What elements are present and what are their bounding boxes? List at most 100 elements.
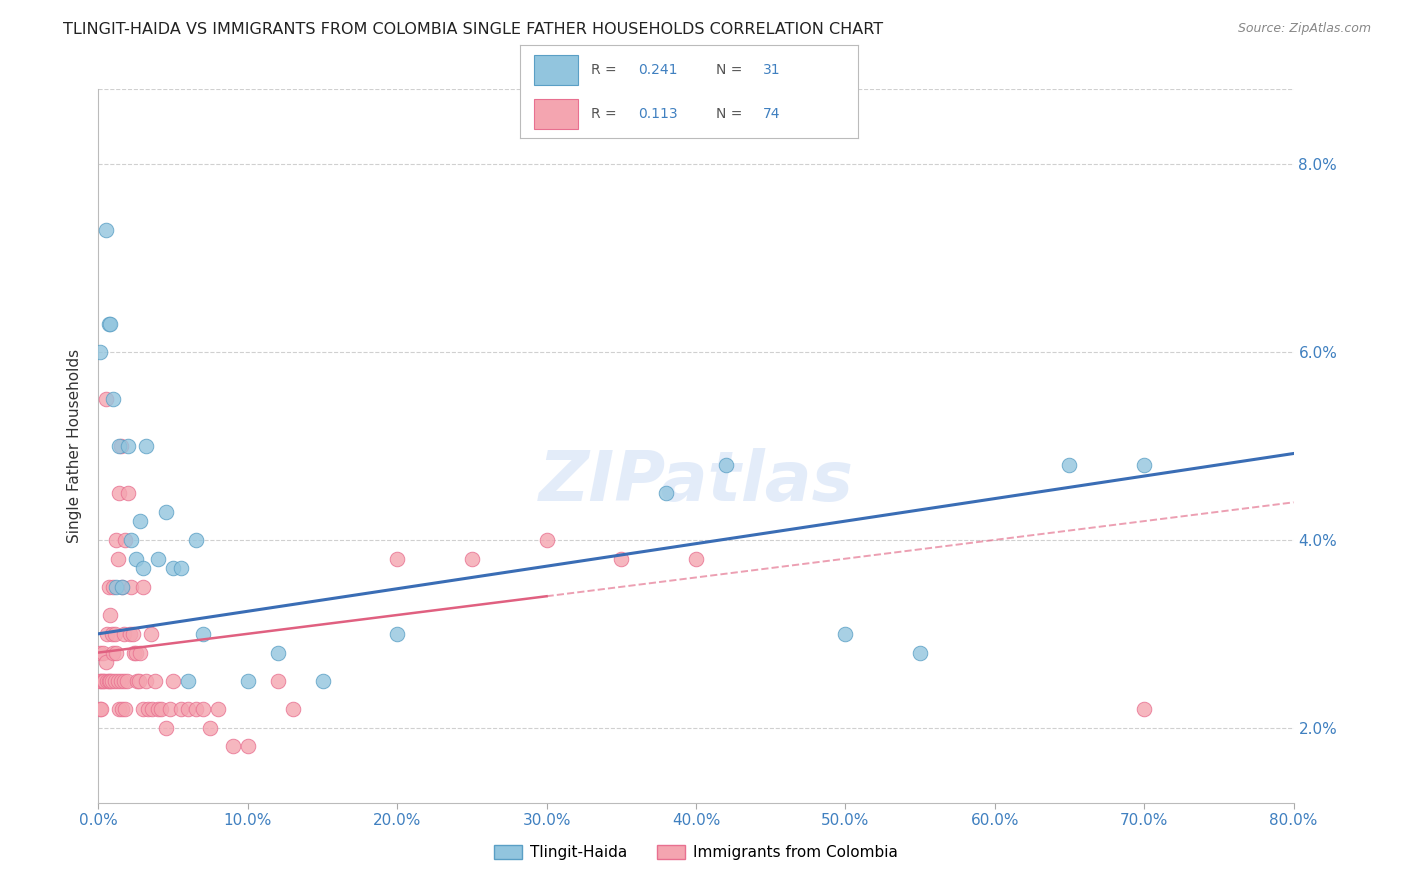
Tlingit-Haida bbox=[908, 646, 931, 660]
Immigrants from Colombia bbox=[207, 702, 229, 716]
Immigrants from Colombia bbox=[105, 533, 128, 547]
Immigrants from Colombia bbox=[141, 702, 163, 716]
Text: N =: N = bbox=[716, 107, 747, 121]
Immigrants from Colombia bbox=[89, 673, 111, 688]
Tlingit-Haida bbox=[97, 317, 120, 331]
Tlingit-Haida bbox=[834, 627, 856, 641]
Immigrants from Colombia bbox=[169, 702, 191, 716]
Immigrants from Colombia bbox=[184, 702, 207, 716]
Immigrants from Colombia bbox=[112, 627, 135, 641]
Immigrants from Colombia bbox=[94, 655, 117, 669]
Immigrants from Colombia bbox=[200, 721, 222, 735]
Tlingit-Haida bbox=[125, 551, 148, 566]
Immigrants from Colombia bbox=[191, 702, 214, 716]
Tlingit-Haida bbox=[191, 627, 214, 641]
Immigrants from Colombia bbox=[267, 673, 290, 688]
Tlingit-Haida bbox=[311, 673, 333, 688]
Tlingit-Haida bbox=[98, 317, 122, 331]
Immigrants from Colombia bbox=[98, 607, 122, 622]
Immigrants from Colombia bbox=[236, 739, 259, 754]
Immigrants from Colombia bbox=[124, 646, 146, 660]
Immigrants from Colombia bbox=[111, 580, 134, 594]
Tlingit-Haida bbox=[129, 514, 152, 528]
Immigrants from Colombia bbox=[132, 702, 155, 716]
Immigrants from Colombia bbox=[96, 627, 118, 641]
Immigrants from Colombia bbox=[110, 673, 132, 688]
Immigrants from Colombia bbox=[90, 673, 112, 688]
Immigrants from Colombia bbox=[143, 673, 166, 688]
Tlingit-Haida bbox=[117, 439, 139, 453]
Immigrants from Colombia bbox=[115, 673, 138, 688]
Tlingit-Haida bbox=[177, 673, 200, 688]
Immigrants from Colombia bbox=[97, 673, 120, 688]
Immigrants from Colombia bbox=[91, 673, 114, 688]
Text: 74: 74 bbox=[763, 107, 780, 121]
Immigrants from Colombia bbox=[461, 551, 484, 566]
Tlingit-Haida bbox=[135, 439, 157, 453]
Immigrants from Colombia bbox=[103, 646, 125, 660]
Immigrants from Colombia bbox=[103, 580, 125, 594]
Tlingit-Haida bbox=[148, 551, 170, 566]
Immigrants from Colombia bbox=[162, 673, 184, 688]
Tlingit-Haida bbox=[714, 458, 737, 472]
Immigrants from Colombia bbox=[127, 673, 149, 688]
Immigrants from Colombia bbox=[129, 646, 152, 660]
Tlingit-Haida bbox=[105, 580, 128, 594]
Text: 0.241: 0.241 bbox=[638, 63, 678, 77]
Immigrants from Colombia bbox=[108, 486, 131, 500]
Immigrants from Colombia bbox=[101, 673, 124, 688]
Immigrants from Colombia bbox=[536, 533, 558, 547]
Immigrants from Colombia bbox=[114, 702, 136, 716]
Immigrants from Colombia bbox=[155, 721, 177, 735]
Immigrants from Colombia bbox=[136, 702, 159, 716]
Immigrants from Colombia bbox=[159, 702, 181, 716]
Immigrants from Colombia bbox=[89, 702, 111, 716]
Text: R =: R = bbox=[591, 63, 621, 77]
Immigrants from Colombia bbox=[97, 580, 120, 594]
Immigrants from Colombia bbox=[121, 627, 143, 641]
Tlingit-Haida bbox=[236, 673, 259, 688]
Tlingit-Haida bbox=[1133, 458, 1156, 472]
Immigrants from Colombia bbox=[1133, 702, 1156, 716]
Immigrants from Colombia bbox=[128, 673, 150, 688]
Text: Source: ZipAtlas.com: Source: ZipAtlas.com bbox=[1237, 22, 1371, 36]
Immigrants from Colombia bbox=[111, 702, 134, 716]
Tlingit-Haida bbox=[385, 627, 409, 641]
Immigrants from Colombia bbox=[385, 551, 409, 566]
Immigrants from Colombia bbox=[89, 646, 111, 660]
Immigrants from Colombia bbox=[135, 673, 157, 688]
Immigrants from Colombia bbox=[110, 439, 132, 453]
Text: ZIPatlas: ZIPatlas bbox=[538, 448, 853, 516]
Immigrants from Colombia bbox=[610, 551, 633, 566]
Tlingit-Haida bbox=[1059, 458, 1081, 472]
Immigrants from Colombia bbox=[132, 580, 155, 594]
Text: R =: R = bbox=[591, 107, 621, 121]
Immigrants from Colombia bbox=[125, 646, 148, 660]
Text: TLINGIT-HAIDA VS IMMIGRANTS FROM COLOMBIA SINGLE FATHER HOUSEHOLDS CORRELATION C: TLINGIT-HAIDA VS IMMIGRANTS FROM COLOMBI… bbox=[63, 22, 883, 37]
Immigrants from Colombia bbox=[222, 739, 245, 754]
Immigrants from Colombia bbox=[150, 702, 173, 716]
Text: 31: 31 bbox=[763, 63, 780, 77]
Immigrants from Colombia bbox=[107, 551, 129, 566]
Tlingit-Haida bbox=[132, 561, 155, 575]
Tlingit-Haida bbox=[655, 486, 678, 500]
Tlingit-Haida bbox=[267, 646, 290, 660]
Tlingit-Haida bbox=[94, 223, 117, 237]
Tlingit-Haida bbox=[162, 561, 184, 575]
Immigrants from Colombia bbox=[112, 673, 135, 688]
Immigrants from Colombia bbox=[139, 627, 162, 641]
Immigrants from Colombia bbox=[107, 673, 129, 688]
Immigrants from Colombia bbox=[114, 533, 136, 547]
Immigrants from Colombia bbox=[117, 486, 139, 500]
Immigrants from Colombia bbox=[685, 551, 707, 566]
Text: 0.113: 0.113 bbox=[638, 107, 678, 121]
Immigrants from Colombia bbox=[101, 627, 124, 641]
Immigrants from Colombia bbox=[98, 673, 122, 688]
Immigrants from Colombia bbox=[93, 673, 115, 688]
Immigrants from Colombia bbox=[90, 702, 112, 716]
Tlingit-Haida bbox=[155, 505, 177, 519]
FancyBboxPatch shape bbox=[534, 55, 578, 85]
Immigrants from Colombia bbox=[104, 673, 127, 688]
Tlingit-Haida bbox=[184, 533, 207, 547]
Immigrants from Colombia bbox=[108, 702, 131, 716]
